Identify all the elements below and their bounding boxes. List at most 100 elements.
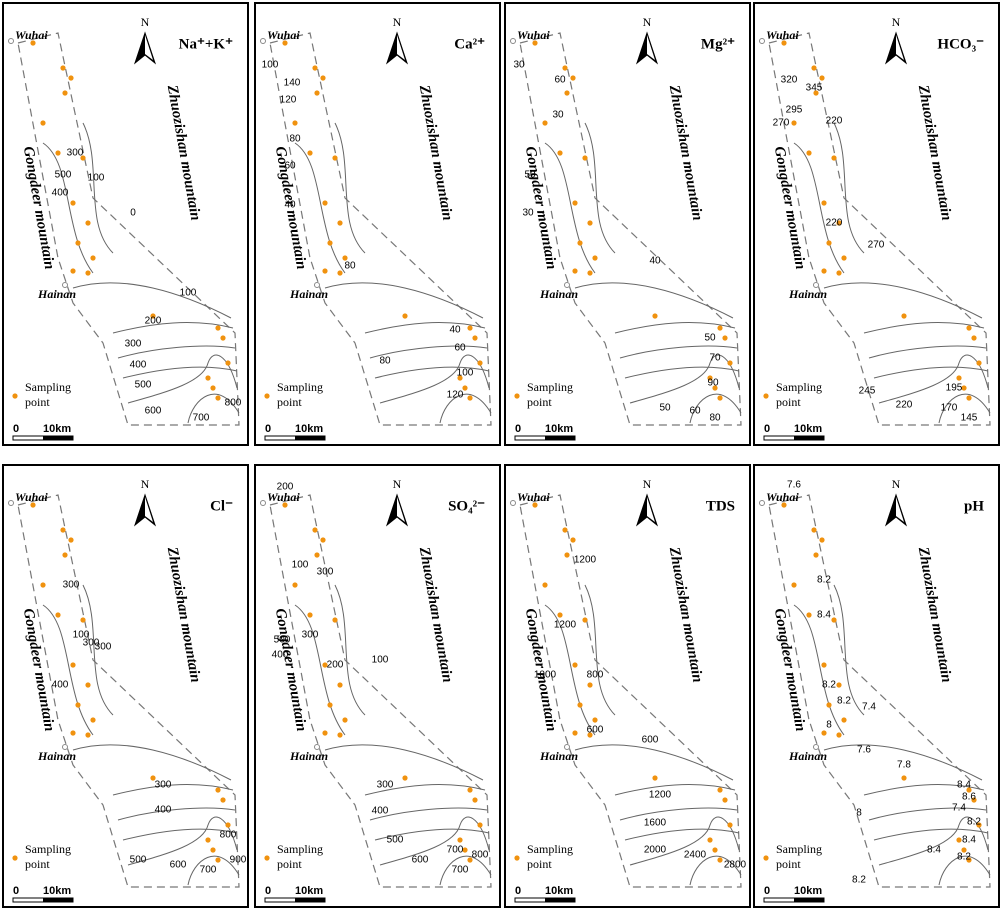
sampling-point — [477, 822, 482, 827]
contour-label: 600 — [412, 855, 429, 866]
contour-label: 600 — [642, 735, 659, 746]
legend-dot — [12, 855, 17, 860]
north-label: N — [141, 477, 150, 491]
legend-label: Sampling — [527, 380, 573, 394]
sampling-point — [542, 120, 547, 125]
legend-label: Sampling — [277, 380, 323, 394]
scale-label: 10km — [545, 423, 573, 435]
city-label: Hainan — [37, 749, 76, 763]
city-marker — [760, 39, 765, 44]
city-label: Hainan — [788, 749, 827, 763]
panel-title: HCO₃⁻ — [937, 36, 984, 52]
sampling-point — [322, 200, 327, 205]
contour-line — [575, 745, 733, 780]
legend-label: point — [25, 857, 50, 871]
sampling-point — [215, 857, 220, 862]
sampling-point — [85, 270, 90, 275]
city-label: Hainan — [539, 749, 578, 763]
contour-line — [834, 123, 864, 253]
north-label: N — [892, 15, 901, 29]
map-panel: WuhaiHainanNNa⁺+K⁺Zhuozishan mountainGon… — [3, 3, 248, 445]
contour-label: 100 — [88, 173, 105, 184]
legend-label: point — [776, 395, 801, 409]
scale-label: 10km — [794, 423, 822, 435]
panel-title: Na⁺+K⁺ — [179, 36, 233, 52]
legend-dot — [514, 393, 519, 398]
sampling-point — [312, 527, 317, 532]
sampling-point — [327, 702, 332, 707]
sampling-point — [572, 662, 577, 667]
contour-label: 295 — [786, 105, 803, 116]
panel-title: Mg²⁺ — [701, 36, 735, 52]
sampling-point — [402, 313, 407, 318]
sampling-point — [210, 385, 215, 390]
sampling-point — [727, 360, 732, 365]
sampling-point — [712, 847, 717, 852]
sampling-point — [225, 360, 230, 365]
city-marker — [9, 501, 14, 506]
city-marker — [9, 39, 14, 44]
sampling-point — [821, 200, 826, 205]
scale-label: 0 — [265, 885, 271, 897]
sampling-point — [966, 395, 971, 400]
contour-line — [575, 283, 733, 318]
map-panel: WuhaiHainanNSO₄²⁻Zhuozishan mountainGong… — [255, 465, 500, 907]
sampling-point — [292, 582, 297, 587]
contour-label: 8.6 — [962, 792, 976, 803]
sampling-point — [821, 730, 826, 735]
contour-line — [625, 367, 739, 378]
scale-bar-fill — [545, 436, 575, 440]
panel-title: TDS — [706, 498, 735, 514]
contour-label: 800 — [472, 850, 489, 861]
scale-label: 0 — [764, 423, 770, 435]
city-label: Hainan — [539, 287, 578, 301]
city-label: Wuhai — [15, 490, 48, 504]
contour-label: 700 — [200, 865, 217, 876]
sampling-point — [90, 717, 95, 722]
contour-line — [615, 785, 735, 795]
scale-label: 0 — [13, 885, 19, 897]
contour-label: 600 — [145, 406, 162, 417]
contour-line — [73, 745, 231, 780]
contour-label: 7.6 — [787, 480, 801, 491]
contour-label: 50 — [704, 333, 716, 344]
sampling-point — [557, 612, 562, 617]
contour-label: 120 — [447, 390, 464, 401]
sampling-point — [652, 313, 657, 318]
sampling-point — [582, 155, 587, 160]
sampling-point — [70, 662, 75, 667]
sampling-point — [307, 612, 312, 617]
contour-line — [615, 323, 735, 333]
north-label: N — [393, 15, 402, 29]
sampling-point — [457, 837, 462, 842]
sampling-point — [70, 268, 75, 273]
legend-label: Sampling — [776, 842, 822, 856]
city-marker — [511, 39, 516, 44]
sampling-point — [75, 702, 80, 707]
contour-label: 700 — [452, 865, 469, 876]
sampling-point — [813, 552, 818, 557]
contour-label: 300 — [67, 148, 84, 159]
contour-label: 8.2 — [837, 696, 851, 707]
contour-line — [325, 283, 483, 318]
legend-label: point — [25, 395, 50, 409]
city-label: Wuhai — [267, 28, 300, 42]
contour-label: 220 — [826, 218, 843, 229]
sampling-point — [806, 612, 811, 617]
contour-line — [118, 808, 235, 820]
scale-bar-fill — [794, 436, 824, 440]
sampling-point — [215, 395, 220, 400]
legend-label: point — [776, 857, 801, 871]
scale-label: 0 — [265, 423, 271, 435]
sampling-point — [806, 150, 811, 155]
sampling-point — [722, 335, 727, 340]
contour-label: 400 — [130, 360, 147, 371]
contour-label: 2000 — [644, 845, 667, 856]
sampling-point — [707, 837, 712, 842]
sampling-point — [40, 582, 45, 587]
contour-label: 7.6 — [857, 745, 871, 756]
sampling-point — [971, 335, 976, 340]
sampling-point — [717, 857, 722, 862]
sampling-point — [320, 537, 325, 542]
